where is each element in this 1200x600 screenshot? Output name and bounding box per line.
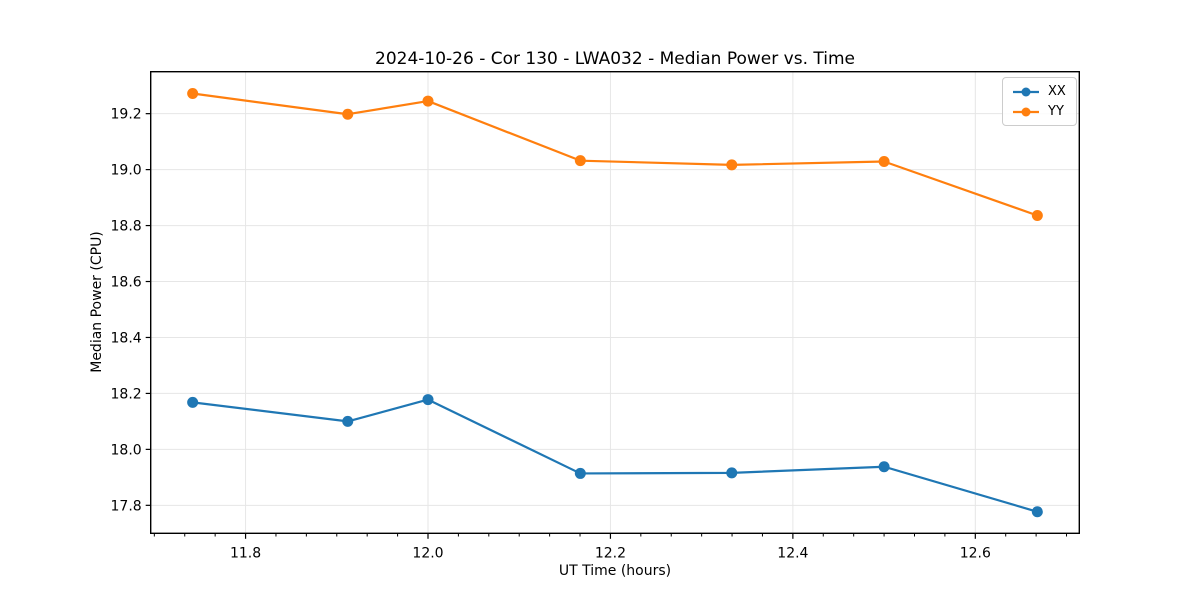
- x-tick-label: 12.4: [777, 545, 808, 561]
- data-point-xx: [187, 396, 199, 408]
- series-line-yy: [192, 92, 1038, 217]
- x-tick-label: 11.8: [230, 545, 261, 561]
- data-point-xx: [342, 415, 354, 427]
- legend-label-yy: YY: [1048, 104, 1064, 119]
- legend-item-yy: YY: [1011, 103, 1066, 120]
- data-point-yy: [574, 155, 586, 167]
- x-axis-label: UT Time (hours): [558, 563, 672, 579]
- y-tick-label: 18.0: [111, 442, 142, 458]
- tick-labels: 17.8 18.0 18.2 18.4 18.6 18.8 19.0 19.2 11.8 12.0…: [111, 107, 991, 562]
- gridlines: [150, 71, 1080, 534]
- x-tick-label: 12.2: [595, 545, 626, 561]
- legend-item-xx: XX: [1011, 83, 1066, 100]
- legend-line-sample-yy: [1013, 107, 1039, 116]
- data-point-yy: [187, 88, 199, 100]
- series-line-xx: [192, 398, 1038, 513]
- y-tick-label: 18.2: [111, 386, 142, 402]
- y-tick-label: 17.8: [111, 498, 142, 514]
- axis-ticks: [145, 113, 1068, 539]
- data-point-xx: [574, 467, 586, 479]
- data-point-yy: [726, 159, 738, 171]
- data-point-xx: [726, 467, 738, 479]
- legend-label-xx: XX: [1048, 84, 1066, 99]
- legend-line-sample-xx: [1013, 87, 1039, 96]
- data-series: [187, 88, 1043, 518]
- data-point-xx: [1031, 506, 1043, 518]
- y-tick-label: 18.6: [111, 275, 142, 291]
- data-point-xx: [422, 394, 434, 406]
- plot-area-border: [149, 70, 1080, 535]
- x-tick-label: 12.6: [960, 545, 991, 561]
- data-point-xx: [878, 461, 890, 473]
- data-point-yy: [878, 156, 890, 168]
- y-tick-label: 18.4: [111, 330, 142, 346]
- data-point-yy: [342, 108, 354, 120]
- y-tick-label: 19.0: [111, 163, 142, 179]
- data-point-yy: [1031, 209, 1043, 221]
- y-tick-label: 19.2: [111, 107, 142, 123]
- y-tick-label: 18.8: [111, 219, 142, 235]
- chart-title: 2024-10-26 - Cor 130 - LWA032 - Median P…: [375, 49, 855, 69]
- data-point-yy: [422, 95, 434, 107]
- legend: XX YY: [1002, 77, 1077, 126]
- x-tick-label: 12.0: [412, 545, 443, 561]
